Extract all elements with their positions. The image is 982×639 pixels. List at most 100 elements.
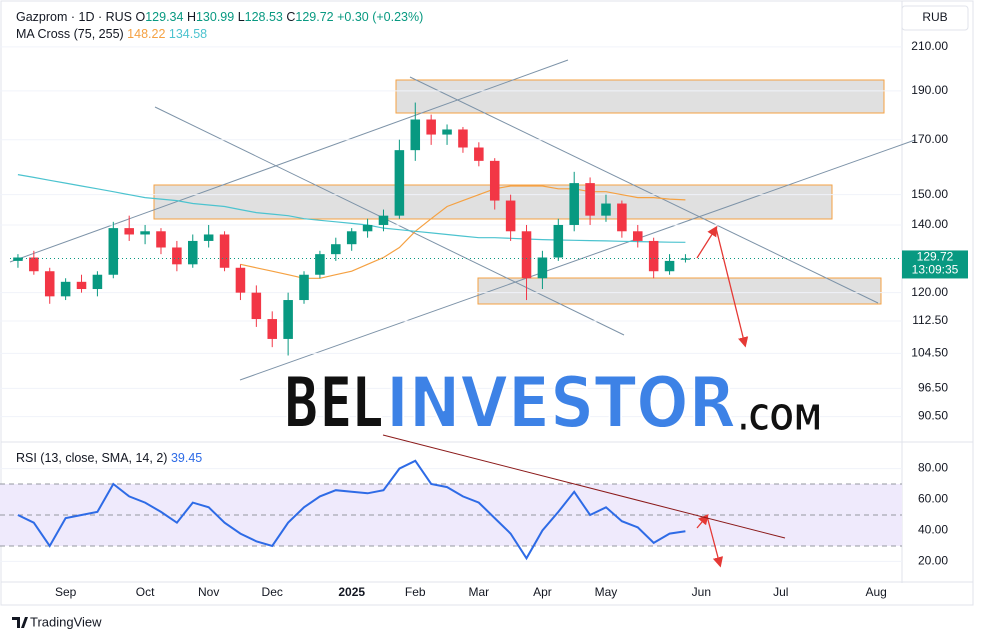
candle-body <box>648 240 659 272</box>
candle-body <box>92 274 103 290</box>
candle-body <box>267 319 277 339</box>
candle-body <box>633 231 643 241</box>
ohlc-value: 128.53 <box>244 10 283 24</box>
y-tick-label: 40.00 <box>918 523 948 537</box>
candle-body <box>505 200 516 232</box>
y-tick-label: 120.00 <box>911 285 948 299</box>
candle-body <box>60 281 71 297</box>
rsi-legend: RSI (13, close, SMA, 14, 2) 39.45 <box>16 451 202 465</box>
candle-body <box>362 224 373 232</box>
candle-body <box>29 257 39 272</box>
y-tick-label: 80.00 <box>918 461 948 475</box>
trend-line <box>154 106 625 336</box>
trend-line <box>239 139 916 381</box>
y-tick-label: 140.00 <box>911 217 948 231</box>
x-tick-label: Mar <box>469 585 490 599</box>
candle-body <box>331 244 341 255</box>
watermark-text: INVESTOR <box>386 362 736 444</box>
watermark: BEL INVESTOR .COM <box>282 361 823 445</box>
candle-body <box>537 257 548 279</box>
candle-body <box>442 129 452 135</box>
currency[interactable]: RUB <box>922 10 947 24</box>
candle-body <box>156 231 166 248</box>
candle-body <box>219 234 230 268</box>
y-tick-label: 60.00 <box>918 492 948 506</box>
candle-body <box>553 224 564 258</box>
ohlc-label: L <box>237 10 245 24</box>
ohlc-value: 130.99 <box>195 10 235 24</box>
x-tick-label: May <box>595 585 618 599</box>
candle-body <box>283 300 293 339</box>
candle-body <box>76 281 87 290</box>
candle-body <box>378 215 389 225</box>
x-tick-label: Aug <box>865 585 886 599</box>
frame <box>0 0 974 606</box>
y-tick-label: 170.00 <box>911 132 948 146</box>
x-tick-label: Nov <box>198 585 219 599</box>
change: +0.30 (+0.23%) <box>337 10 424 24</box>
ohlc-label: C <box>286 10 296 24</box>
candle-body <box>617 203 627 232</box>
arrow <box>706 515 724 568</box>
arrow <box>715 227 749 348</box>
candle-body <box>172 247 182 265</box>
x-tick-label: Dec <box>262 585 283 599</box>
indicator-legend: MA Cross (75, 255) 148.22 134.58 <box>16 27 207 41</box>
candle-body <box>188 240 198 265</box>
candle-body <box>203 234 214 241</box>
candle-body <box>601 203 611 216</box>
price-tag-countdown: 13:09:35 <box>912 263 959 277</box>
candle-body <box>108 228 119 275</box>
ohlc-label: H <box>186 10 196 24</box>
ma-line <box>17 174 686 243</box>
zone <box>395 79 885 114</box>
candle-body <box>664 260 675 272</box>
y-tick-label: 150.00 <box>911 187 948 201</box>
candle-body <box>13 257 23 261</box>
candle-body <box>251 292 262 320</box>
candle-body <box>235 267 246 293</box>
x-tick-label: Apr <box>533 585 552 599</box>
candle-body <box>489 160 500 201</box>
candle-body <box>346 231 357 245</box>
candle-body <box>124 228 134 235</box>
legend: Gazprom · 1D · RUS O129.34 H130.99 L128.… <box>16 10 423 24</box>
drawings <box>9 59 916 381</box>
candle-body <box>315 254 325 275</box>
candle-body <box>585 183 595 216</box>
zone <box>477 277 882 305</box>
candle-body <box>394 150 405 216</box>
x-tick-label: 2025 <box>338 585 365 599</box>
x-tick-label: Feb <box>405 585 426 599</box>
watermark-text: BEL <box>283 362 383 444</box>
trend-line <box>9 59 569 263</box>
x-tick-label: Jun <box>692 585 711 599</box>
y-tick-label: 104.50 <box>911 346 948 360</box>
candle-body <box>474 147 484 161</box>
candle-body <box>426 119 436 135</box>
candle-body <box>410 119 421 151</box>
brand-logo <box>12 617 28 628</box>
rsi-title: RSI (13, close, SMA, 14, 2) <box>16 451 168 465</box>
ohlc-value: 129.34 <box>145 10 184 24</box>
annotations <box>382 225 786 568</box>
x-tick-label: Sep <box>55 585 77 599</box>
candle-body <box>521 231 532 279</box>
y-tick-label: 190.00 <box>911 83 948 97</box>
ohlc-label: O <box>135 10 146 24</box>
y-tick-label: 210.00 <box>911 39 948 53</box>
currency-button[interactable] <box>901 5 969 31</box>
plot: 210.00 190.00 170.00 150.00 140.00 120.00 112.… <box>0 39 968 599</box>
ma-value: 148.22 <box>127 27 166 41</box>
arrow <box>696 225 718 259</box>
indicator: MA Cross (75, 255) <box>16 27 124 41</box>
y-tick-label: 20.00 <box>918 554 948 568</box>
rsi-value: 39.45 <box>170 451 203 465</box>
candle-body <box>299 274 309 301</box>
candle-body <box>458 129 468 148</box>
y-tick-label: 112.50 <box>912 313 948 327</box>
watermark-text: .COM <box>738 398 822 439</box>
price-tag-value: 129.72 <box>917 250 954 264</box>
